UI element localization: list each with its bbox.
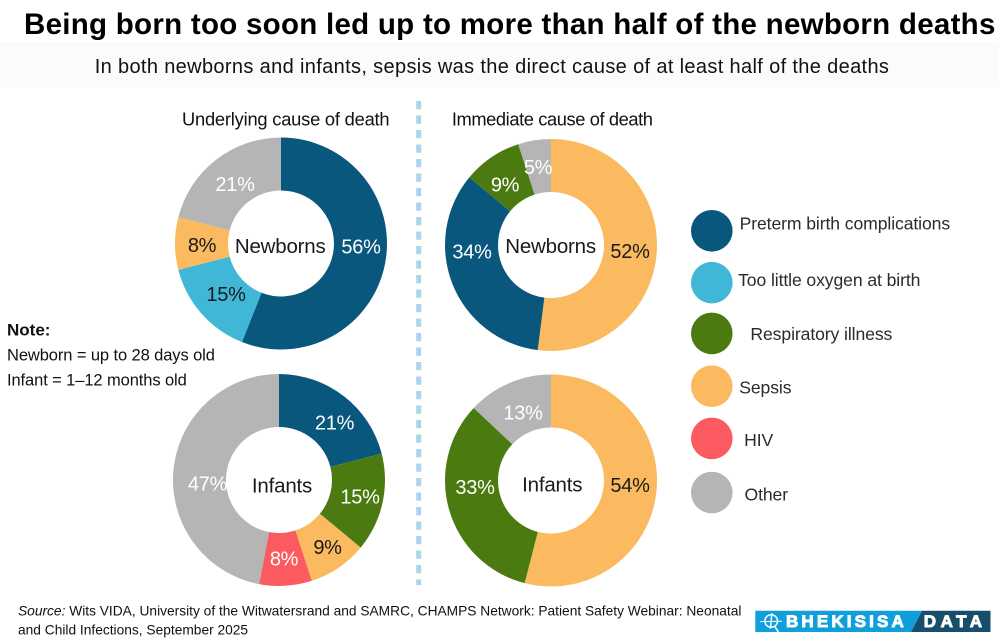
svg-text:9%: 9% <box>313 537 342 559</box>
svg-text:Other: Other <box>745 485 789 505</box>
svg-text:8%: 8% <box>188 235 217 257</box>
svg-text:52%: 52% <box>610 241 650 263</box>
svg-text:34%: 34% <box>452 242 492 264</box>
svg-text:HIV: HIV <box>744 430 773 450</box>
svg-text:Underlying cause of death: Underlying cause of death <box>182 109 389 130</box>
svg-text:Source: Wits VIDA, University: Source: Wits VIDA, University of the Wit… <box>18 604 741 619</box>
svg-text:56%: 56% <box>341 237 381 259</box>
svg-text:BHEKISISA: BHEKISISA <box>786 612 907 631</box>
svg-text:9%: 9% <box>491 175 520 197</box>
svg-text:Preterm birth complications: Preterm birth complications <box>740 213 951 233</box>
svg-text:21%: 21% <box>315 413 355 435</box>
svg-text:Newborns: Newborns <box>235 235 326 258</box>
svg-text:47%: 47% <box>188 474 228 496</box>
svg-text:and Child Infections, Septembe: and Child Infections, September 2025 <box>18 623 248 638</box>
svg-text:13%: 13% <box>503 403 543 425</box>
svg-text:Infants: Infants <box>522 473 582 496</box>
svg-text:Note:: Note: <box>7 321 50 340</box>
svg-text:DATA: DATA <box>924 612 987 631</box>
svg-text:15%: 15% <box>206 284 246 306</box>
svg-text:Newborns: Newborns <box>505 235 596 258</box>
svg-text:Newborn = up to 28 days old: Newborn = up to 28 days old <box>7 347 215 365</box>
svg-text:15%: 15% <box>340 487 380 509</box>
svg-text:33%: 33% <box>455 477 495 499</box>
svg-text:Infants: Infants <box>252 475 312 498</box>
svg-text:Too little oxygen at birth: Too little oxygen at birth <box>738 270 920 290</box>
svg-text:5%: 5% <box>524 157 553 179</box>
svg-text:54%: 54% <box>610 475 650 497</box>
svg-text:Respiratory illness: Respiratory illness <box>750 324 892 344</box>
svg-text:21%: 21% <box>215 174 255 196</box>
svg-text:8%: 8% <box>270 549 299 571</box>
svg-text:Infant = 1–12 months old: Infant = 1–12 months old <box>7 372 187 390</box>
svg-text:Sepsis: Sepsis <box>739 378 792 398</box>
svg-text:Immediate cause of death: Immediate cause of death <box>452 109 653 130</box>
